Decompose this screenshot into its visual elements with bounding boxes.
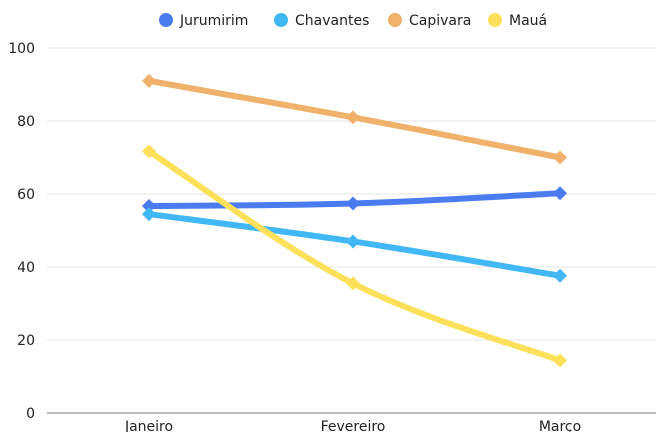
data-point-marker <box>142 199 156 214</box>
x-tick-label: Janeiro <box>124 419 173 432</box>
legend: Jurumirim Chavantes Capivara Mauá <box>159 13 547 29</box>
x-tick-label: Março <box>539 419 581 432</box>
data-point-marker <box>346 196 360 211</box>
x-axis: Janeiro Fevereiro Março <box>47 412 656 432</box>
legend-item: Jurumirim <box>159 13 248 29</box>
legend-swatch <box>159 13 173 27</box>
y-tick-label: 100 <box>8 41 35 57</box>
y-tick-label: 60 <box>17 187 35 203</box>
data-point-marker <box>346 276 360 291</box>
legend-item: Mauá <box>488 13 547 29</box>
legend-swatch <box>488 13 502 27</box>
series-line <box>146 148 563 364</box>
legend-label: Mauá <box>509 13 547 29</box>
data-point-marker <box>553 150 567 165</box>
series-lines <box>142 73 567 368</box>
series-1 <box>142 207 567 283</box>
legend-label: Chavantes <box>295 13 369 29</box>
legend-swatch <box>388 13 402 27</box>
gridlines <box>47 47 656 341</box>
data-point-marker <box>553 186 567 201</box>
legend-item: Chavantes <box>274 13 369 29</box>
x-tick-label: Fevereiro <box>321 419 386 432</box>
data-point-marker <box>346 234 360 249</box>
legend-label: Capivara <box>409 13 471 29</box>
y-axis: 0 20 40 60 80 100 <box>8 41 35 422</box>
data-point-marker <box>142 73 156 88</box>
data-point-marker <box>553 268 567 283</box>
series-0 <box>142 186 567 214</box>
series-3 <box>142 144 567 368</box>
data-point-marker <box>346 110 360 125</box>
legend-swatch <box>274 13 288 27</box>
y-tick-label: 80 <box>17 114 35 130</box>
data-point-marker <box>142 207 156 222</box>
series-2 <box>142 73 567 165</box>
data-point-marker <box>553 353 567 368</box>
data-point-marker <box>142 144 156 159</box>
legend-label: Jurumirim <box>179 13 248 29</box>
legend-item: Capivara <box>388 13 471 29</box>
y-tick-label: 0 <box>26 406 35 422</box>
y-tick-label: 40 <box>17 260 35 276</box>
y-tick-label: 20 <box>17 333 35 349</box>
